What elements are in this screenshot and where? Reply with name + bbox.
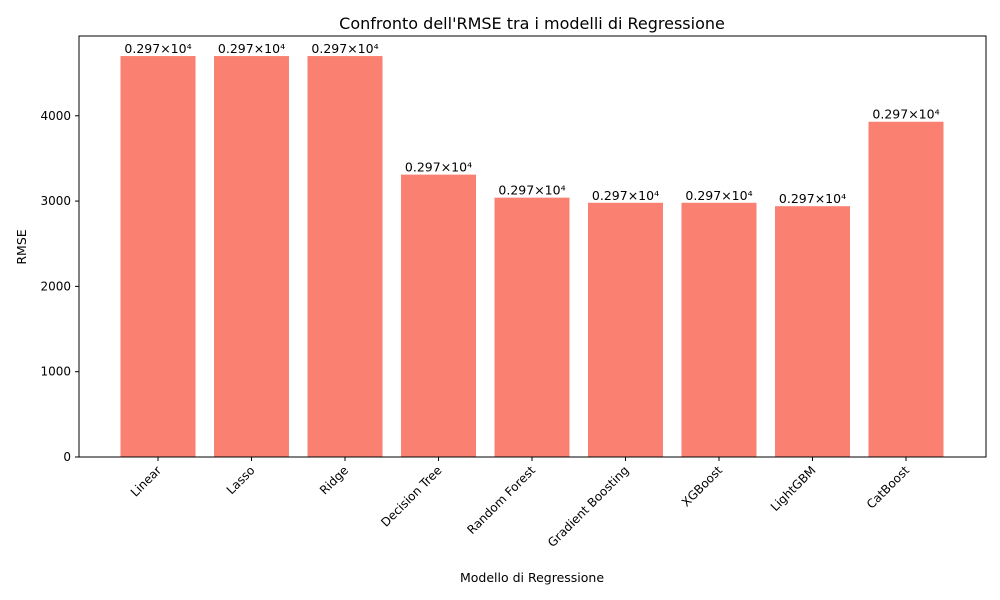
x-axis-label: Modello di Regressione	[460, 570, 604, 585]
x-tick-label-lasso: Lasso	[224, 463, 258, 497]
chart-title: Confronto dell'RMSE tra i modelli di Reg…	[339, 14, 725, 33]
bars-group	[120, 56, 944, 458]
data-label-gradient-boosting: 0.297×10⁴	[592, 188, 659, 203]
x-tick-label-gradient-boosting: Gradient Boosting	[545, 463, 632, 550]
data-labels-group: 0.297×10⁴ 0.297×10⁴ 0.297×10⁴ 0.297×10⁴ 0.29…	[124, 41, 939, 206]
plot-frame	[78, 35, 987, 458]
bar-lightgbm	[775, 206, 850, 457]
y-tick-label-3000: 3000	[40, 194, 71, 208]
data-label-xgboost: 0.297×10⁴	[685, 188, 752, 203]
bar-ridge	[307, 56, 383, 458]
bar-catboost	[868, 121, 944, 457]
bar-linear	[120, 56, 196, 458]
x-tick-label-lightgbm: LightGBM	[768, 463, 819, 514]
data-label-lasso: 0.297×10⁴	[218, 41, 285, 56]
data-label-linear: 0.297×10⁴	[124, 41, 191, 56]
data-label-catboost: 0.297×10⁴	[872, 107, 939, 122]
y-tick-label-2000: 2000	[40, 279, 71, 293]
data-label-random-forest: 0.297×10⁴	[498, 183, 565, 198]
y-tick-label-1000: 1000	[40, 365, 71, 379]
bar-lasso	[214, 56, 289, 458]
y-axis-label: RMSE	[14, 229, 29, 264]
x-tick-label-catboost: CatBoost	[864, 463, 913, 512]
x-tick-label-random-forest: Random Forest	[464, 463, 538, 537]
data-label-lightgbm: 0.297×10⁴	[779, 191, 846, 206]
data-label-ridge: 0.297×10⁴	[311, 41, 378, 56]
x-tick-label-ridge: Ridge	[317, 463, 351, 497]
x-tick-label-xgboost: XGBoost	[679, 463, 725, 509]
y-tick-label-0: 0	[63, 450, 71, 464]
x-tick-label-decision-tree: Decision Tree	[378, 463, 444, 529]
x-tick-label-linear: Linear	[128, 463, 164, 499]
data-label-decision-tree: 0.297×10⁴	[405, 160, 472, 175]
bar-decision-tree	[401, 174, 476, 458]
bar-gradient-boosting	[588, 202, 663, 457]
bar-random-forest	[494, 197, 570, 457]
bar-xgboost	[681, 202, 757, 457]
y-tick-label-4000: 4000	[40, 109, 71, 123]
